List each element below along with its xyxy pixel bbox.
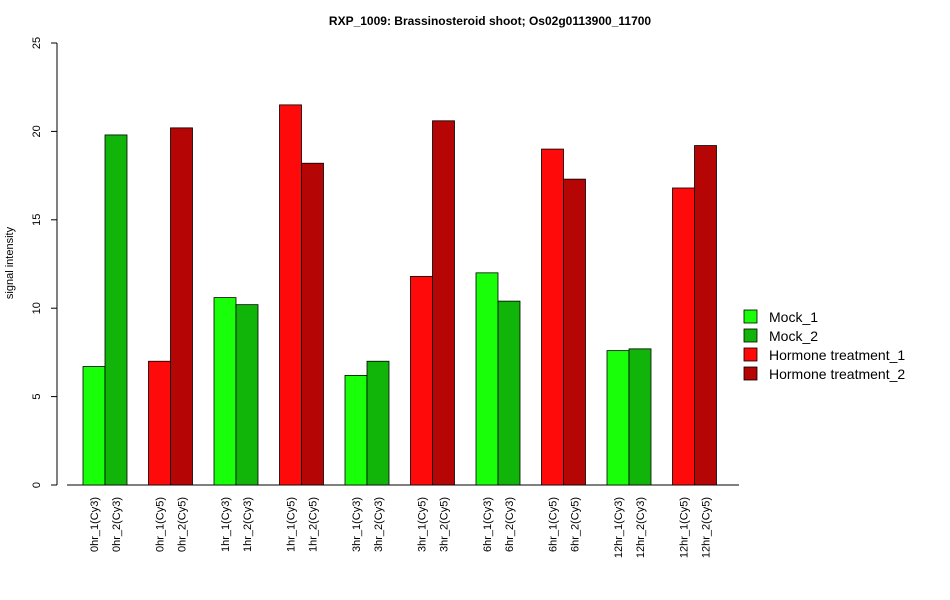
- bar: [475, 272, 499, 486]
- x-tick-label: 3hr_2(Cy3): [373, 497, 385, 552]
- y-tick-label: 10: [31, 302, 43, 314]
- y-tick-label: 25: [31, 37, 43, 49]
- bar: [432, 120, 455, 486]
- bar: [541, 148, 564, 486]
- bar: [170, 127, 193, 486]
- bar: [235, 304, 259, 486]
- x-tick-label: 0hr_1(Cy3): [89, 497, 101, 552]
- x-tick-label: 12hr_1(Cy5): [679, 497, 691, 558]
- x-tick-label: 1hr_1(Cy3): [220, 497, 232, 552]
- x-tick-label: 1hr_1(Cy5): [286, 497, 298, 552]
- bar: [213, 297, 237, 486]
- bar: [279, 104, 302, 486]
- x-tick-label: 6hr_2(Cy3): [504, 497, 516, 552]
- legend-swatch: [743, 347, 758, 362]
- bar: [148, 360, 171, 486]
- x-tick-label: 12hr_2(Cy5): [701, 497, 713, 558]
- bar: [366, 360, 390, 486]
- x-tick-label: 0hr_2(Cy3): [111, 497, 123, 552]
- legend-swatch: [743, 309, 758, 324]
- bar-group: [82, 104, 717, 486]
- bar: [301, 162, 324, 486]
- x-tick-label: 12hr_1(Cy3): [613, 497, 625, 558]
- bar: [628, 348, 652, 486]
- legend-label: Hormone treatment_1: [769, 347, 905, 363]
- x-tick-label: 1hr_2(Cy5): [308, 497, 320, 552]
- legend: Mock_1 Mock_2 Hormone treatment_1 Hormone t…: [743, 309, 905, 382]
- x-tick-label: 3hr_1(Cy5): [417, 497, 429, 552]
- x-tick-label: 3hr_1(Cy3): [351, 497, 363, 552]
- bar: [606, 350, 630, 486]
- y-tick-label: 20: [31, 125, 43, 137]
- legend-swatch: [743, 366, 758, 381]
- y-axis-label: signal intensity: [4, 226, 16, 299]
- x-tick-label: 6hr_2(Cy5): [570, 497, 582, 552]
- y-tick-label: 0: [31, 482, 43, 488]
- bar: [344, 374, 368, 486]
- bar: [497, 300, 521, 486]
- x-tick-label: 1hr_2(Cy3): [242, 497, 254, 552]
- x-tick-label: 6hr_1(Cy3): [482, 497, 494, 552]
- legend-label: Mock_1: [769, 309, 818, 325]
- x-tick-label: 0hr_1(Cy5): [155, 497, 167, 552]
- x-tick-labels: 0hr_1(Cy3) 0hr_2(Cy3) 0hr_1(Cy5) 0hr_2(Cy5)…: [89, 497, 713, 558]
- x-tick-label: 6hr_1(Cy5): [548, 497, 560, 552]
- x-tick-label: 3hr_2(Cy5): [439, 497, 451, 552]
- bar: [694, 145, 717, 486]
- legend-swatch: [743, 328, 758, 343]
- x-tick-label: 0hr_2(Cy5): [177, 497, 189, 552]
- x-tick-label: 12hr_2(Cy3): [635, 497, 647, 558]
- y-axis: 0 5 10 15 20 25: [31, 37, 58, 488]
- y-tick-label: 15: [31, 214, 43, 226]
- bar: [672, 187, 695, 486]
- bar: [82, 366, 106, 486]
- bar: [410, 275, 433, 486]
- legend-label: Mock_2: [769, 328, 818, 344]
- legend-label: Hormone treatment_2: [769, 366, 905, 382]
- y-tick-label: 5: [31, 394, 43, 400]
- chart-title: RXP_1009: Brassinosteroid shoot; Os02g01…: [329, 14, 652, 28]
- bar: [104, 134, 128, 486]
- bar: [563, 178, 586, 486]
